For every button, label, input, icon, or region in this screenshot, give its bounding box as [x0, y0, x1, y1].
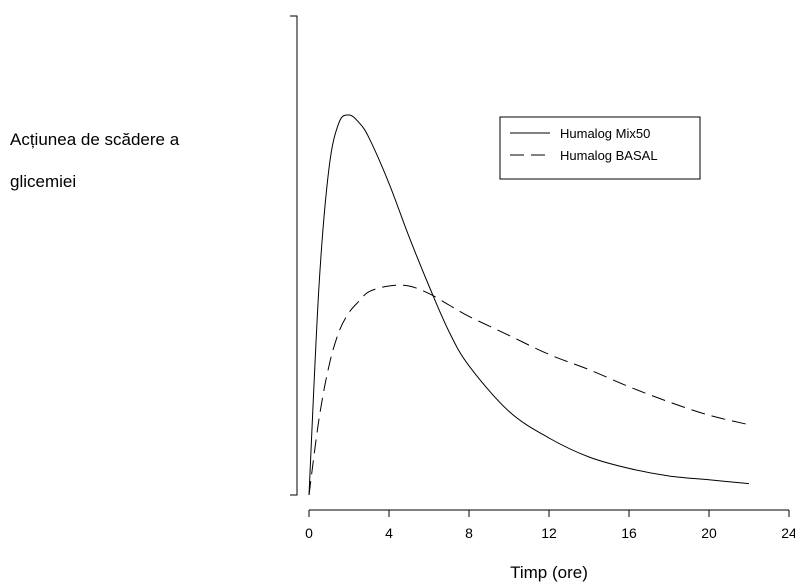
series-line-1 — [308, 114, 750, 496]
x-tick-label: 4 — [385, 525, 393, 541]
legend: Humalog Mix50 Humalog BASAL — [499, 116, 701, 180]
series-line-2 — [308, 284, 750, 496]
legend-label-2: Humalog BASAL — [560, 148, 658, 163]
x-tick-label: 20 — [701, 525, 717, 541]
x-ticks: 0 4 8 12 16 20 24 — [305, 510, 795, 541]
ylabel-line-1: Acțiunea de scădere a — [10, 130, 180, 149]
x-axis-title: Timp (ore) — [510, 563, 588, 582]
series-layer — [308, 114, 750, 496]
x-tick-label: 8 — [465, 525, 473, 541]
axes: 0 4 8 12 16 20 24 — [290, 15, 795, 541]
x-tick-label: 0 — [305, 525, 313, 541]
x-tick-label: 16 — [621, 525, 637, 541]
x-tick-label: 12 — [541, 525, 557, 541]
legend-box — [499, 116, 701, 180]
y-axis-bracket — [290, 15, 298, 496]
x-tick-label: 24 — [781, 525, 795, 541]
ylabel-line-2: glicemiei — [10, 172, 77, 191]
legend-label-1: Humalog Mix50 — [560, 126, 650, 141]
legend-items: Humalog Mix50 Humalog BASAL — [510, 126, 658, 163]
